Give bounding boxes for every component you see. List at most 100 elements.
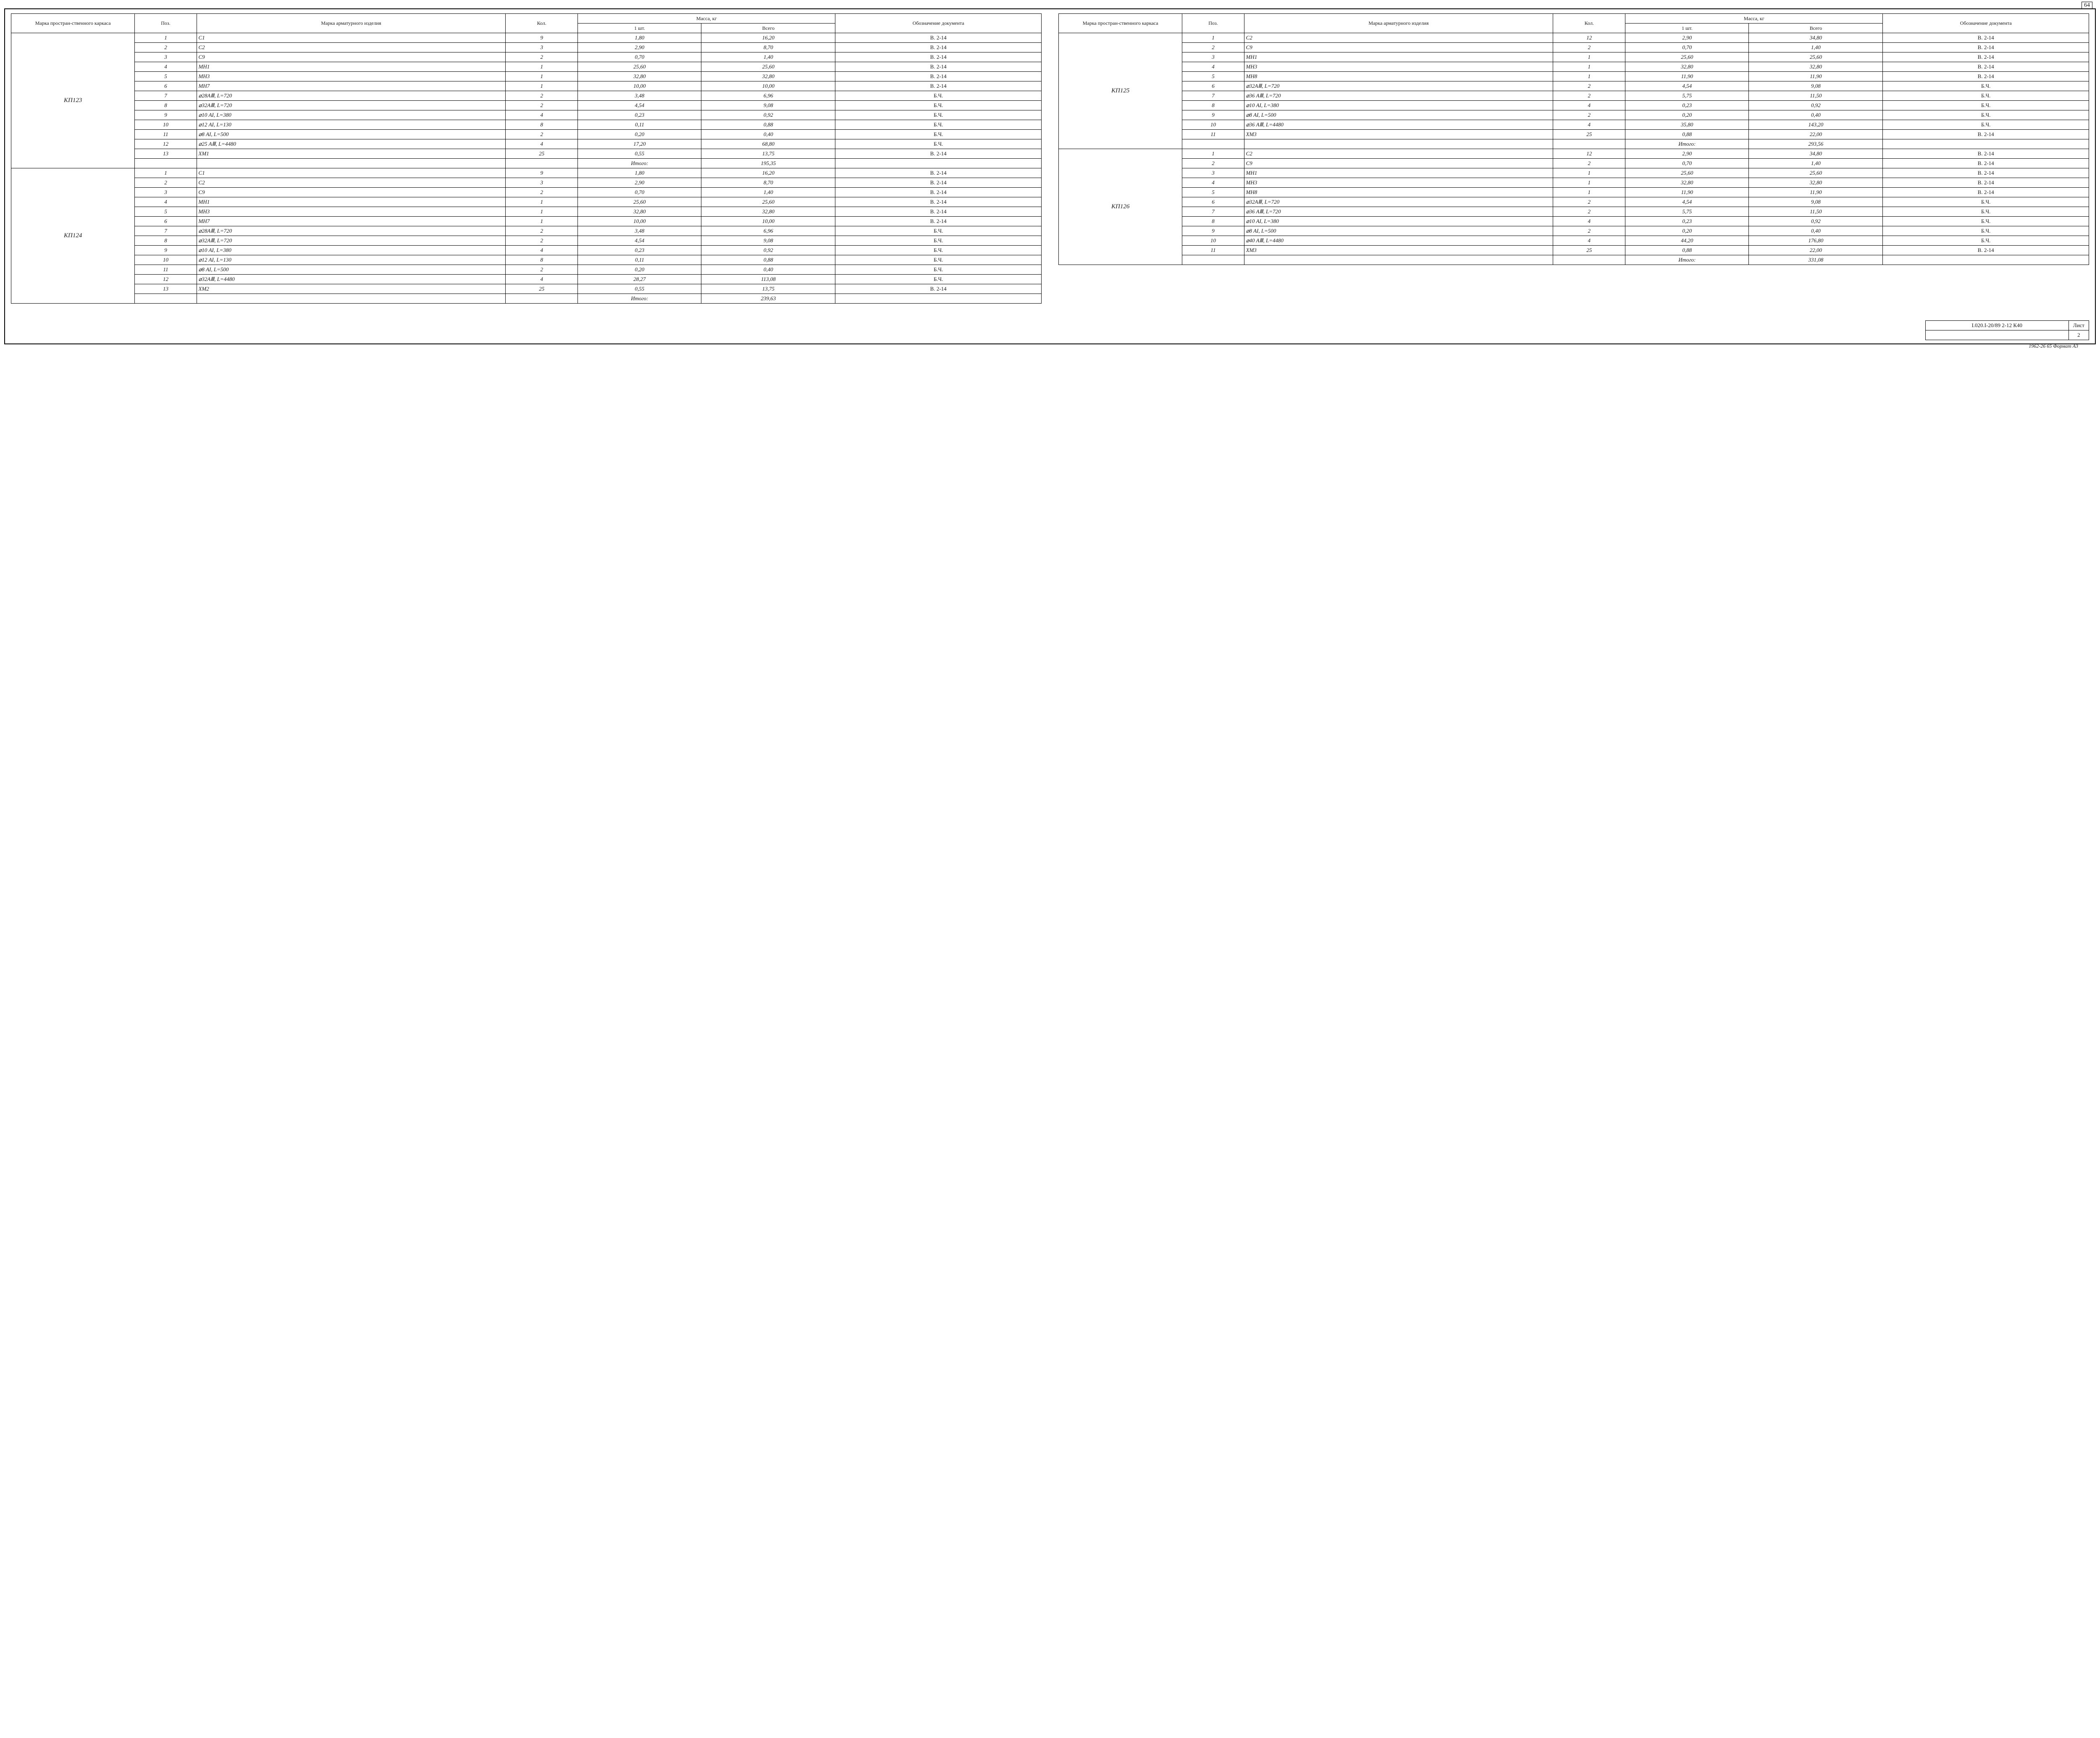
- cell-mass-one: 32,80: [578, 207, 701, 217]
- hdr-mass: Масса, кг: [1625, 14, 1883, 24]
- cell-item: ⌀36 АⅢ, L=4480: [1244, 120, 1553, 130]
- cell-pos: 10: [1182, 120, 1244, 130]
- cell-mass-one: 35,80: [1625, 120, 1749, 130]
- spec-row: 11 ⌀8 АI, L=500 2 0,20 0,40 Б.Ч.: [11, 130, 1042, 139]
- hdr-qty: Кол.: [506, 14, 578, 33]
- cell-mass-one: 0,23: [1625, 217, 1749, 226]
- cell-mass-one: 17,20: [578, 139, 701, 149]
- cell-mass-total: 143,20: [1749, 120, 1883, 130]
- cell-qty: 2: [506, 188, 578, 197]
- cell-qty: 1: [506, 72, 578, 81]
- cell-qty: 4: [1553, 101, 1625, 110]
- cell-qty: 25: [506, 149, 578, 159]
- cell-doc: В. 2-14: [835, 178, 1042, 188]
- cell-item: С9: [1244, 43, 1553, 52]
- cell-pos: 8: [135, 101, 197, 110]
- spec-row: 6 ⌀32АⅢ, L=720 2 4,54 9,08 Б.Ч.: [1059, 81, 2089, 91]
- hdr-mass-total: Всего: [701, 24, 835, 33]
- cell-mass-total: 11,90: [1749, 188, 1883, 197]
- cell-qty: 2: [1553, 43, 1625, 52]
- cell-doc: Б.Ч.: [1883, 120, 2089, 130]
- hdr-mark: Марка простран-ственного каркаса: [11, 14, 135, 33]
- cell-doc: В. 2-14: [835, 217, 1042, 226]
- cell-mass-total: 0,92: [701, 246, 835, 255]
- group-mark: КП125: [1059, 33, 1182, 149]
- cell-pos: 3: [1182, 52, 1244, 62]
- cell-qty: 2: [1553, 81, 1625, 91]
- cell-qty: 1: [506, 217, 578, 226]
- cell-mass-total: 1,40: [1749, 159, 1883, 168]
- hdr-mass-total: Всего: [1749, 24, 1883, 33]
- spec-row: 9 ⌀8 АI, L=500 2 0,20 0,40 Б.Ч.: [1059, 226, 2089, 236]
- cell-mass-one: 25,60: [1625, 168, 1749, 178]
- hdr-mass: Масса, кг: [578, 14, 835, 24]
- cell-mass-total: 0,92: [1749, 217, 1883, 226]
- cell-item: ⌀40 АⅢ, L=4480: [1244, 236, 1553, 246]
- cell-doc: Б.Ч.: [1883, 236, 2089, 246]
- spec-row: 2 С9 2 0,70 1,40 В. 2-14: [1059, 43, 2089, 52]
- spec-row: 9 ⌀10 АI, L=380 4 0,23 0,92 Б.Ч.: [11, 110, 1042, 120]
- total-label: Итого:: [578, 294, 701, 304]
- cell-mass-one: 0,23: [578, 110, 701, 120]
- cell-pos: 3: [135, 188, 197, 197]
- cell-pos: 8: [1182, 217, 1244, 226]
- cell-mass-total: 10,00: [701, 81, 835, 91]
- cell-mass-one: 25,60: [578, 62, 701, 72]
- cell-mass-one: 0,11: [578, 255, 701, 265]
- cell-mass-total: 13,75: [701, 284, 835, 294]
- left-column: Марка простран-ственного каркаса Поз. Ма…: [11, 13, 1042, 304]
- cell-pos: 7: [135, 226, 197, 236]
- cell-mass-one: 4,54: [578, 101, 701, 110]
- spec-row: 7 ⌀28АⅢ, L=720 2 3,48 6,96 Б.Ч.: [11, 226, 1042, 236]
- cell-pos: 9: [1182, 110, 1244, 120]
- cell-qty: 1: [1553, 62, 1625, 72]
- hdr-pos: Поз.: [135, 14, 197, 33]
- cell-pos: 12: [135, 139, 197, 149]
- cell-mass-total: 13,75: [701, 149, 835, 159]
- total-label: Итого:: [578, 159, 701, 168]
- cell-mass-one: 2,90: [1625, 149, 1749, 159]
- cell-item: МН7: [197, 217, 506, 226]
- spec-row: 3 С9 2 0,70 1,40 В. 2-14: [11, 52, 1042, 62]
- cell-mass-total: 11,50: [1749, 91, 1883, 101]
- spec-row: 2 С2 3 2,90 8,70 В. 2-14: [11, 43, 1042, 52]
- spec-row: 13 ХМ2 25 0,55 13,75 В. 2-14: [11, 284, 1042, 294]
- cell-mass-total: 11,50: [1749, 207, 1883, 217]
- footer-note: 1962-26 65 Формат А3: [2029, 343, 2078, 349]
- cell-pos: 13: [135, 284, 197, 294]
- cell-item: МН1: [1244, 168, 1553, 178]
- cell-mass-one: 25,60: [1625, 52, 1749, 62]
- cell-mass-one: 0,23: [578, 246, 701, 255]
- cell-mass-one: 2,90: [578, 178, 701, 188]
- cell-mass-total: 0,88: [701, 255, 835, 265]
- cell-item: С9: [197, 188, 506, 197]
- group-mark: КП126: [1059, 149, 1182, 265]
- cell-qty: 2: [506, 91, 578, 101]
- cell-item: ⌀28АⅢ, L=720: [197, 91, 506, 101]
- hdr-mark: Марка простран-ственного каркаса: [1059, 14, 1182, 33]
- cell-doc: В. 2-14: [835, 149, 1042, 159]
- cell-qty: 25: [1553, 246, 1625, 255]
- cell-pos: 1: [135, 168, 197, 178]
- cell-qty: 1: [1553, 72, 1625, 81]
- cell-mass-one: 2,90: [1625, 33, 1749, 43]
- cell-mass-one: 10,00: [578, 81, 701, 91]
- spec-row: 8 ⌀32АⅢ, L=720 2 4,54 9,08 Б.Ч.: [11, 101, 1042, 110]
- cell-doc: В. 2-14: [835, 197, 1042, 207]
- cell-pos: 12: [135, 275, 197, 284]
- cell-item: ХМ3: [1244, 130, 1553, 139]
- spec-row: 10 ⌀36 АⅢ, L=4480 4 35,80 143,20 Б.Ч.: [1059, 120, 2089, 130]
- cell-mass-total: 34,80: [1749, 33, 1883, 43]
- cell-doc: В. 2-14: [835, 43, 1042, 52]
- cell-item: ⌀8 АI, L=500: [1244, 110, 1553, 120]
- cell-doc: Б.Ч.: [1883, 226, 2089, 236]
- cell-mass-total: 22,00: [1749, 130, 1883, 139]
- cell-mass-one: 32,80: [1625, 178, 1749, 188]
- cell-qty: 2: [506, 130, 578, 139]
- cell-pos: 1: [1182, 33, 1244, 43]
- cell-doc: Б.Ч.: [835, 265, 1042, 275]
- cell-pos: 10: [135, 120, 197, 130]
- cell-qty: 3: [506, 178, 578, 188]
- drawing-sheet: 64 Марка простран-ственного каркаса Поз.…: [4, 8, 2096, 344]
- cell-doc: Б.Ч.: [835, 275, 1042, 284]
